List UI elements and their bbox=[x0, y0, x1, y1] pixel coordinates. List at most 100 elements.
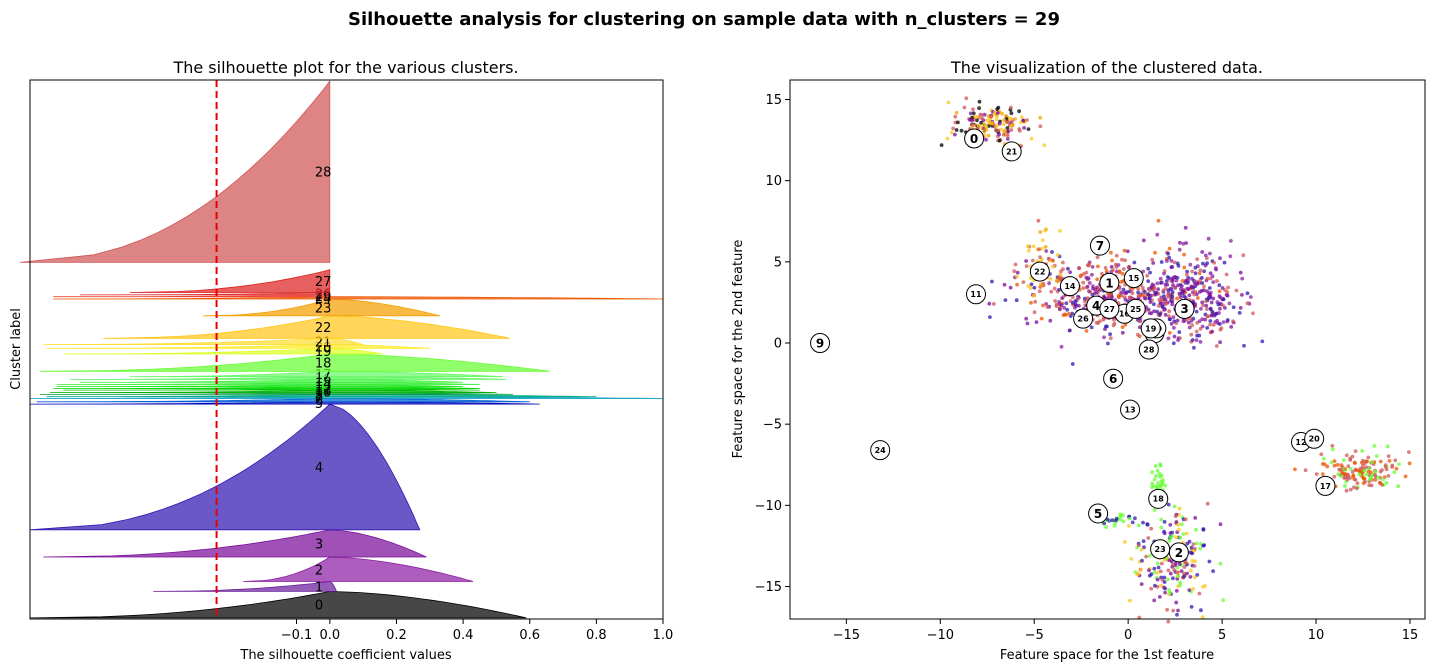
scatter-point bbox=[1407, 450, 1411, 454]
scatter-point bbox=[1197, 333, 1202, 338]
scatter-point bbox=[1329, 460, 1334, 465]
scatter-point bbox=[1031, 294, 1036, 298]
scatter-point bbox=[1167, 314, 1171, 318]
scatter-point bbox=[1110, 258, 1114, 263]
scatter-point bbox=[1039, 282, 1043, 287]
scatter-point bbox=[1024, 259, 1028, 263]
scatter-x-label: Feature space for the 1st feature bbox=[1000, 648, 1214, 663]
scatter-point bbox=[1155, 484, 1159, 489]
scatter-point bbox=[1171, 315, 1176, 320]
scatter-point bbox=[1245, 291, 1250, 296]
scatter-point bbox=[1385, 444, 1390, 449]
scatter-point bbox=[1350, 469, 1355, 474]
scatter-point bbox=[1188, 550, 1193, 555]
cluster-center-label-26: 26 bbox=[1078, 315, 1090, 324]
scatter-point bbox=[1172, 319, 1177, 324]
scatter-point bbox=[1004, 114, 1008, 118]
scatter-point bbox=[1021, 118, 1026, 123]
scatter-point bbox=[1352, 485, 1356, 490]
scatter-point bbox=[1353, 449, 1358, 453]
scatter-point bbox=[1104, 525, 1109, 529]
scatter-plot-frame bbox=[789, 79, 1426, 620]
silhouette-area-cluster-16 bbox=[69, 376, 507, 380]
cluster-center-label-2: 2 bbox=[1175, 546, 1183, 560]
scatter-point bbox=[1003, 298, 1008, 302]
silhouette-x-tick-label: 0.4 bbox=[453, 628, 474, 643]
cluster-center-marker-14 bbox=[1059, 276, 1080, 297]
figure-suptitle: Silhouette analysis for clustering on sa… bbox=[348, 9, 1060, 30]
scatter-point bbox=[1182, 574, 1187, 579]
scatter-point bbox=[1194, 329, 1199, 334]
scatter-point bbox=[1036, 218, 1041, 223]
scatter-point bbox=[1201, 303, 1205, 308]
scatter-point bbox=[1037, 289, 1042, 294]
scatter-point bbox=[1026, 248, 1031, 253]
scatter-point bbox=[1158, 474, 1162, 479]
scatter-point bbox=[1339, 463, 1344, 467]
scatter-point bbox=[1162, 520, 1167, 524]
silhouette-x-tick-label: 0.8 bbox=[586, 628, 607, 643]
scatter-point bbox=[1058, 272, 1063, 277]
scatter-point bbox=[986, 133, 991, 138]
silhouette-plot-title: The silhouette plot for the various clus… bbox=[172, 58, 518, 77]
scatter-point bbox=[1119, 280, 1123, 284]
scatter-point bbox=[1175, 612, 1179, 617]
scatter-point bbox=[1159, 298, 1164, 302]
scatter-point bbox=[1026, 244, 1030, 249]
scatter-point bbox=[1403, 474, 1408, 479]
scatter-point bbox=[1162, 529, 1166, 534]
scatter-point bbox=[1207, 292, 1212, 297]
scatter-point bbox=[1024, 264, 1029, 268]
scatter-y-label: Feature space for the 2nd feature bbox=[731, 240, 746, 459]
cluster-center-label-25: 25 bbox=[1130, 305, 1142, 314]
scatter-point bbox=[1360, 449, 1364, 453]
scatter-point bbox=[954, 128, 959, 132]
cluster-center-label-12: 12 bbox=[1295, 438, 1306, 447]
scatter-point bbox=[1221, 303, 1225, 308]
scatter-point bbox=[1303, 468, 1308, 473]
scatter-point bbox=[1205, 326, 1210, 330]
scatter-point bbox=[1175, 296, 1179, 301]
scatter-point bbox=[1170, 302, 1175, 307]
cluster-centers: 0123456789101112131415161718192021222324… bbox=[810, 128, 1336, 563]
silhouette-x-label: The silhouette coefficient values bbox=[239, 648, 451, 663]
scatter-point bbox=[970, 118, 974, 123]
scatter-point bbox=[1146, 279, 1151, 283]
scatter-point bbox=[989, 114, 993, 119]
scatter-point bbox=[1179, 284, 1184, 288]
scatter-point bbox=[974, 115, 979, 119]
scatter-point bbox=[1021, 280, 1026, 284]
scatter-point bbox=[1394, 466, 1399, 471]
scatter-point bbox=[980, 116, 984, 121]
scatter-point bbox=[979, 120, 983, 125]
scatter-point bbox=[1206, 295, 1211, 300]
scatter-x-tick-label: −10 bbox=[927, 628, 954, 643]
scatter-point bbox=[1121, 513, 1125, 518]
scatter-point bbox=[1220, 286, 1225, 290]
scatter-point bbox=[1140, 558, 1144, 563]
scatter-point bbox=[1368, 475, 1373, 480]
scatter-point bbox=[1369, 470, 1373, 475]
scatter-point bbox=[1201, 584, 1205, 589]
scatter-point bbox=[979, 113, 984, 117]
scatter-point bbox=[1184, 272, 1189, 277]
scatter-point bbox=[996, 105, 1001, 110]
scatter-point bbox=[1218, 306, 1222, 311]
silhouette-x-tick-label: −0.1 bbox=[281, 628, 313, 643]
scatter-y-tick-label: −10 bbox=[755, 499, 782, 514]
scatter-point bbox=[964, 96, 969, 101]
scatter-point bbox=[1159, 260, 1164, 264]
scatter-point bbox=[1012, 269, 1017, 274]
scatter-point bbox=[1195, 296, 1200, 300]
cluster-center-marker-18 bbox=[1148, 488, 1169, 509]
scatter-point bbox=[1042, 143, 1047, 148]
scatter-point bbox=[1172, 334, 1177, 339]
scatter-plot-title: The visualization of the clustered data. bbox=[950, 58, 1263, 77]
scatter-point bbox=[1384, 480, 1389, 485]
scatter-point bbox=[1158, 484, 1163, 489]
scatter-point bbox=[1177, 330, 1182, 334]
scatter-point bbox=[1193, 575, 1197, 580]
cluster-center-marker-17 bbox=[1315, 475, 1336, 496]
scatter-point bbox=[1407, 461, 1412, 466]
